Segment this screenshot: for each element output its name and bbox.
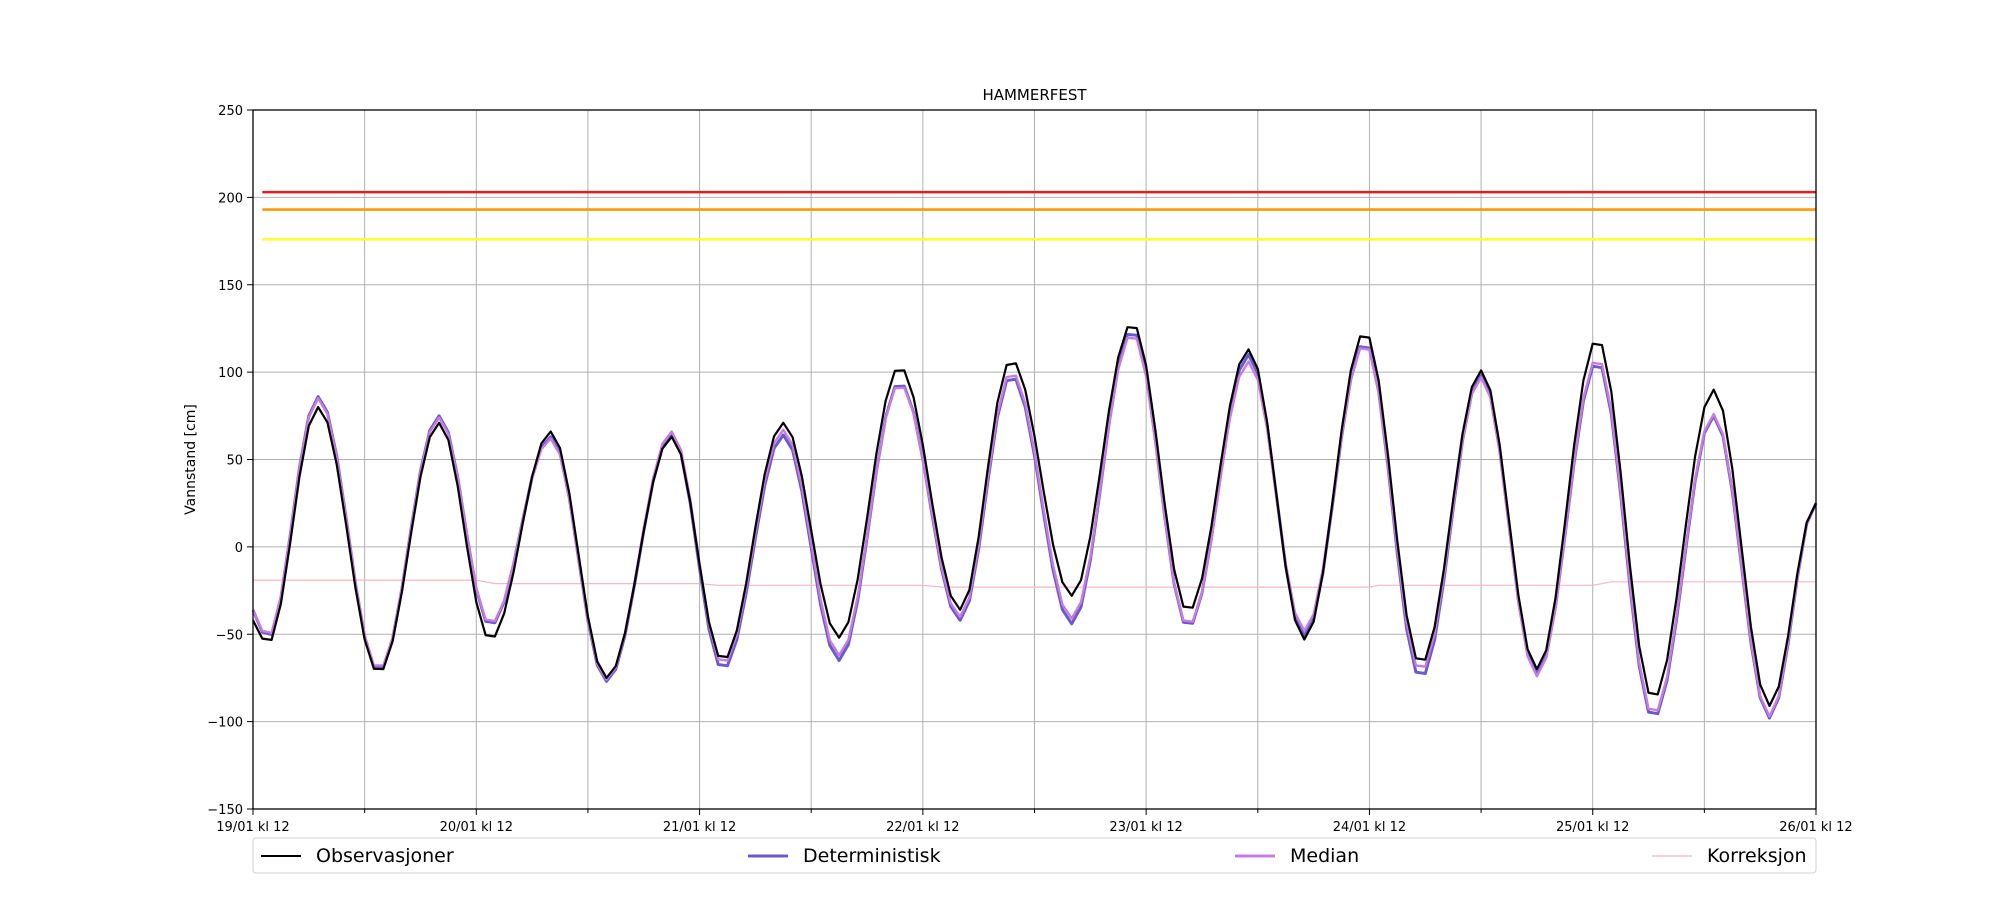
x-tick-label: 24/01 kl 12 [1333,820,1406,835]
y-tick-label: 50 [226,454,243,469]
legend-label: Deterministisk [803,845,941,867]
x-tick-label: 23/01 kl 12 [1109,820,1182,835]
x-tick-label: 19/01 kl 12 [216,820,289,835]
x-tick-label: 20/01 kl 12 [440,820,513,835]
legend-label: Observasjoner [316,845,454,867]
legend-box [252,837,1817,874]
korreksjon-line [253,579,1816,588]
x-tick-label: 25/01 kl 12 [1556,820,1629,835]
x-tick-label: 26/01 kl 12 [1779,820,1852,835]
legend: Observasjoner Deterministisk Median Korreks… [252,837,1817,874]
chart-title: HAMMERFEST [982,86,1087,104]
y-tick-label: −100 [207,716,243,731]
observasjoner-line [252,326,1817,708]
legend-label: Korreksjon [1707,845,1807,867]
y-tick-label: 250 [218,104,243,119]
y-tick-label: 200 [218,191,243,206]
median-line [251,336,1818,718]
y-tick-label: 0 [235,541,243,556]
y-tick-label: 100 [218,366,243,381]
y-tick-label: −50 [216,628,243,643]
legend-label: Median [1290,845,1359,867]
axis-ticks: 250 200 150 100 50 0 −50 −100 −150 19/01 kl 12 20/… [207,104,1852,835]
x-tick-label: 22/01 kl 12 [886,820,959,835]
y-axis-label: Vannstand [cm] [183,404,199,515]
threshold-lines [262,190,1816,241]
series-lines [251,326,1818,720]
x-tick-label: 21/01 kl 12 [663,820,736,835]
y-tick-label: −150 [207,803,243,818]
y-tick-label: 150 [218,279,243,294]
